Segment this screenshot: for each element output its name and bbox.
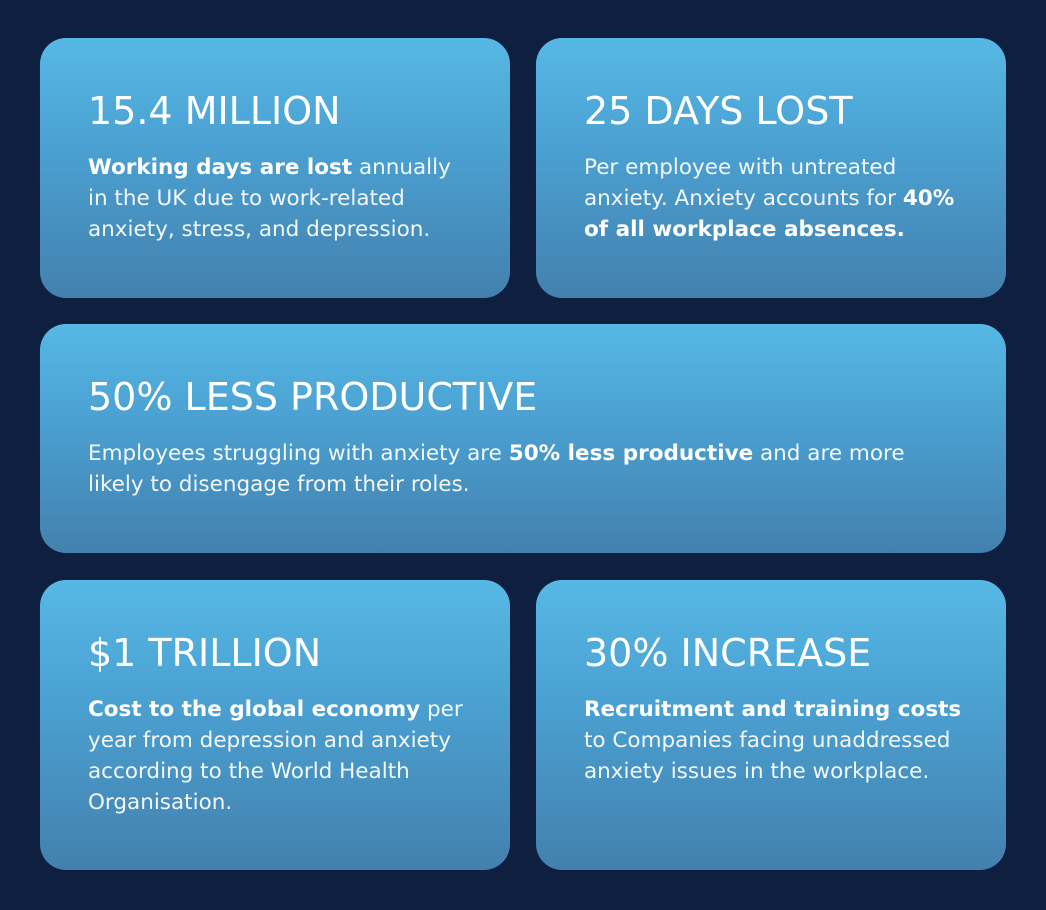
stat-title: $1 TRILLION [88,631,322,675]
stat-card-working-days: 15.4 MILLION Working days are lost annua… [40,38,510,298]
highlight-text: 40% of all workplace absences. [584,186,955,242]
highlight-text: Cost to the global economy [88,697,421,722]
highlight-text: Recruitment and training costs [584,697,962,722]
stat-card-days-lost: 25 DAYS LOST Per employee with untreated… [536,38,1006,298]
stat-title: 50% LESS PRODUCTIVE [88,375,538,419]
highlight-text: Working days are lost [88,155,353,180]
stat-description: Recruitment and training costs to Compan… [584,694,966,787]
stat-title: 25 DAYS LOST [584,89,853,133]
stat-title: 30% INCREASE [584,631,872,675]
body-text: Employees struggling with anxiety are [88,441,509,466]
body-text: to Companies facing unaddressed anxiety … [584,728,951,784]
body-text: annually in the UK due to work-related a… [88,155,451,242]
stat-card-productivity: 50% LESS PRODUCTIVE Employees struggling… [40,324,1006,553]
stat-description: Working days are lost annually in the UK… [88,152,470,245]
stat-description: Per employee with untreated anxiety. Anx… [584,152,966,245]
stat-description: Employees struggling with anxiety are 50… [88,438,928,500]
stat-title: 15.4 MILLION [88,89,341,133]
stat-description: Cost to the global economy per year from… [88,694,470,818]
body-text: and are more likely to disengage from th… [88,441,905,497]
highlight-text: 50% less productive [508,441,754,466]
body-text: per year from depression and anxiety acc… [88,697,463,815]
stat-card-recruitment-costs: 30% INCREASE Recruitment and training co… [536,580,1006,870]
body-text: Per employee with untreated anxiety. Anx… [584,155,903,211]
stat-card-global-cost: $1 TRILLION Cost to the global economy p… [40,580,510,870]
